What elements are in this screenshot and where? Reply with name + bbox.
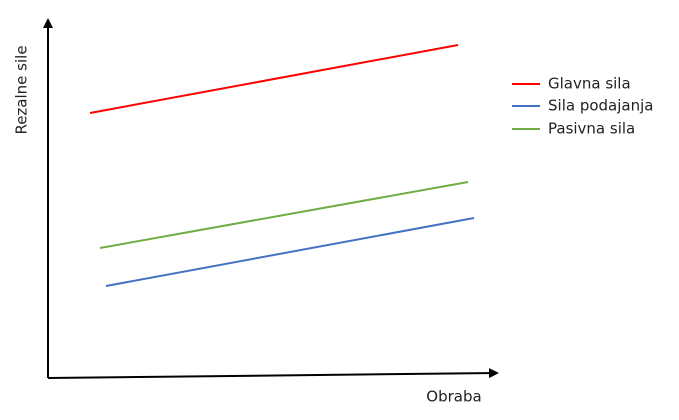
legend-label: Pasivna sila: [548, 120, 635, 138]
legend-label: Sila podajanja: [548, 97, 653, 115]
legend-label: Glavna sila: [548, 75, 631, 93]
x-axis: [47, 368, 499, 379]
y-axis-label: Rezalne sile: [13, 45, 31, 134]
trend-line: [99, 181, 469, 249]
x-axis-label: Obraba: [426, 388, 481, 406]
trend-line: [105, 217, 475, 287]
trend-line: [89, 44, 459, 114]
